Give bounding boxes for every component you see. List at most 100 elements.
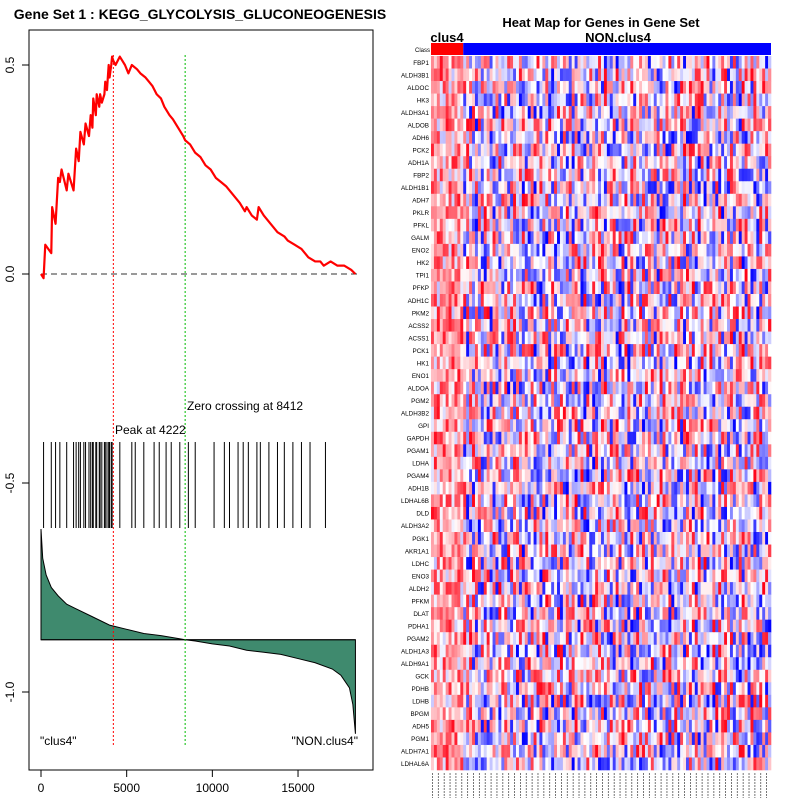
heatmap-cell xyxy=(654,369,657,382)
heatmap-cell xyxy=(575,469,578,482)
heatmap-cell xyxy=(715,444,718,457)
heatmap-cell xyxy=(531,256,534,269)
heatmap-cell xyxy=(651,94,654,107)
heatmap-cell xyxy=(616,244,619,257)
heatmap-cell xyxy=(466,482,469,495)
heatmap-cell xyxy=(446,369,449,382)
heatmap-cell xyxy=(443,281,446,294)
heatmap-cell xyxy=(742,256,745,269)
heatmap-cell xyxy=(730,169,733,182)
heatmap-cell xyxy=(695,231,698,244)
heatmap-cell xyxy=(534,570,537,583)
heatmap-cell xyxy=(745,557,748,570)
heatmap-cell xyxy=(689,444,692,457)
heatmap-cell xyxy=(677,269,680,282)
heatmap-cell xyxy=(759,357,762,370)
heatmap-cell xyxy=(443,69,446,82)
heatmap-cell xyxy=(557,219,560,232)
heatmap-cell xyxy=(528,69,531,82)
heatmap-cell xyxy=(674,570,677,583)
heatmap-cell xyxy=(654,244,657,257)
heatmap-cell xyxy=(513,307,516,320)
heatmap-cell xyxy=(671,169,674,182)
heatmap-cell xyxy=(575,382,578,395)
heatmap-cell xyxy=(736,181,739,194)
heatmap-cell xyxy=(704,244,707,257)
heatmap-cell xyxy=(575,519,578,532)
heatmap-cell xyxy=(610,382,613,395)
heatmap-cell xyxy=(545,444,548,457)
heatmap-cell xyxy=(707,119,710,132)
heatmap-cell xyxy=(748,244,751,257)
heatmap-cell xyxy=(516,557,519,570)
heatmap-cell xyxy=(759,419,762,432)
heatmap-cell xyxy=(507,194,510,207)
heatmap-cell xyxy=(463,319,466,332)
heatmap-cell xyxy=(607,81,610,94)
heatmap-cell xyxy=(575,419,578,432)
heatmap-cell xyxy=(733,394,736,407)
heatmap-cell xyxy=(660,181,663,194)
heatmap-cell xyxy=(554,231,557,244)
heatmap-cell xyxy=(457,169,460,182)
heatmap-cell xyxy=(560,256,563,269)
heatmap-cell xyxy=(501,332,504,345)
heatmap-cell xyxy=(604,319,607,332)
heatmap-cell xyxy=(440,394,443,407)
heatmap-cell xyxy=(469,256,472,269)
heatmap-cell xyxy=(498,106,501,119)
heatmap-cell xyxy=(557,357,560,370)
heatmap-cell xyxy=(695,394,698,407)
heatmap-cell xyxy=(660,457,663,470)
heatmap-cell xyxy=(569,144,572,157)
heatmap-cell xyxy=(434,256,437,269)
heatmap-cell xyxy=(457,532,460,545)
heatmap-cell xyxy=(516,407,519,420)
heatmap-cell xyxy=(712,532,715,545)
heatmap-cell xyxy=(542,469,545,482)
heatmap-cell xyxy=(551,94,554,107)
heatmap-cell xyxy=(457,231,460,244)
heatmap-cell xyxy=(707,494,710,507)
heatmap-cell xyxy=(595,81,598,94)
heatmap-cell xyxy=(598,206,601,219)
heatmap-cell xyxy=(487,231,490,244)
heatmap-cell xyxy=(739,144,742,157)
heatmap-cell xyxy=(765,307,768,320)
heatmap-cell xyxy=(624,344,627,357)
heatmap-cell xyxy=(660,244,663,257)
heatmap-cell xyxy=(616,156,619,169)
heatmap-cell xyxy=(460,494,463,507)
heatmap-cell xyxy=(765,231,768,244)
heatmap-cell xyxy=(484,457,487,470)
heatmap-cell xyxy=(715,119,718,132)
heatmap-cell xyxy=(624,94,627,107)
enrichment-plot: Gene Set 1 : KEGG_GLYCOLYSIS_GLUCONEOGEN… xyxy=(3,6,386,795)
heatmap-cell xyxy=(727,256,730,269)
heatmap-cell xyxy=(704,444,707,457)
heatmap-cell xyxy=(519,557,522,570)
heatmap-cell xyxy=(493,94,496,107)
heatmap-cell xyxy=(753,394,756,407)
heatmap-cell xyxy=(689,457,692,470)
heatmap-cell xyxy=(507,344,510,357)
heatmap-cell xyxy=(648,494,651,507)
heatmap-cell xyxy=(686,307,689,320)
heatmap-cell xyxy=(665,507,668,520)
heatmap-cell xyxy=(490,557,493,570)
heatmap-cell xyxy=(498,507,501,520)
heatmap-cell xyxy=(481,344,484,357)
heatmap-cell xyxy=(727,357,730,370)
heatmap-cell xyxy=(701,194,704,207)
heatmap-cell xyxy=(768,570,771,583)
heatmap-cell xyxy=(437,244,440,257)
heatmap-cell xyxy=(537,444,540,457)
heatmap-cell xyxy=(677,519,680,532)
heatmap-cell xyxy=(434,432,437,445)
heatmap-cell xyxy=(475,206,478,219)
heatmap-cell xyxy=(601,269,604,282)
heatmap-cell xyxy=(478,219,481,232)
heatmap-cell xyxy=(592,194,595,207)
heatmap-cell xyxy=(463,281,466,294)
heatmap-cell xyxy=(616,231,619,244)
